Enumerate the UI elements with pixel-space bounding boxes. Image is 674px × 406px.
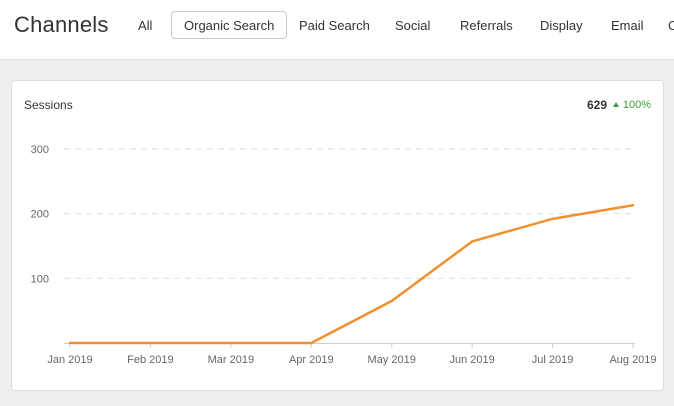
- top-bar: Channels All Organic Search Paid Search …: [0, 0, 674, 60]
- sessions-delta: 100%: [612, 99, 651, 111]
- x-tick-label: Apr 2019: [289, 354, 334, 366]
- data-point: [551, 217, 554, 221]
- x-tick-label: Mar 2019: [208, 354, 254, 366]
- y-tick-label: 200: [31, 209, 49, 221]
- y-tick-label: 300: [31, 144, 49, 156]
- tab-social[interactable]: Social: [395, 18, 431, 33]
- tab-display[interactable]: Display: [540, 18, 583, 33]
- grid-lines: [64, 148, 635, 279]
- x-tick-label: Jan 2019: [47, 354, 92, 366]
- x-axis-ticks: Jan 2019 Feb 2019 Mar 2019 Apr 2019 May 2019…: [47, 343, 657, 366]
- delta-value: 100%: [622, 99, 651, 111]
- data-point: [470, 240, 474, 243]
- page-title: Channels: [14, 12, 109, 37]
- tab-overflow-partial[interactable]: C: [668, 18, 674, 33]
- data-point: [229, 341, 233, 345]
- tab-email[interactable]: Email: [611, 18, 644, 33]
- content-area: Sessions 629 100% 100 200 300 Jan 2019 Feb …: [0, 60, 674, 406]
- tab-organic-search[interactable]: Organic Search: [171, 11, 288, 39]
- x-tick-label: May 2019: [368, 354, 416, 366]
- data-point: [149, 341, 152, 345]
- data-point: [68, 341, 72, 345]
- x-tick-label: Aug 2019: [609, 354, 656, 366]
- sessions-series-line: [70, 204, 634, 345]
- tab-referrals[interactable]: Referrals: [460, 18, 513, 33]
- sessions-card: Sessions 629 100% 100 200 300 Jan 2019 Feb …: [11, 80, 664, 391]
- tab-all[interactable]: All: [138, 18, 153, 33]
- sessions-chart: 100 200 300 Jan 2019 Feb 2019 Mar 2019 Apr 20…: [31, 144, 657, 366]
- card-title: Sessions: [24, 98, 73, 112]
- series-layer: [68, 204, 635, 345]
- y-tick-label: 100: [31, 273, 49, 285]
- y-axis-ticks: 100 200 300: [31, 144, 49, 285]
- x-tick-label: Jul 2019: [532, 354, 574, 366]
- tab-paid-search[interactable]: Paid Search: [299, 18, 370, 33]
- data-point: [390, 299, 393, 303]
- sessions-total: 629: [586, 98, 607, 112]
- data-point: [310, 341, 313, 345]
- x-tick-label: Jun 2019: [450, 354, 495, 366]
- data-point: [631, 204, 635, 207]
- x-tick-label: Feb 2019: [127, 354, 173, 366]
- arrow-up-icon: [612, 102, 619, 107]
